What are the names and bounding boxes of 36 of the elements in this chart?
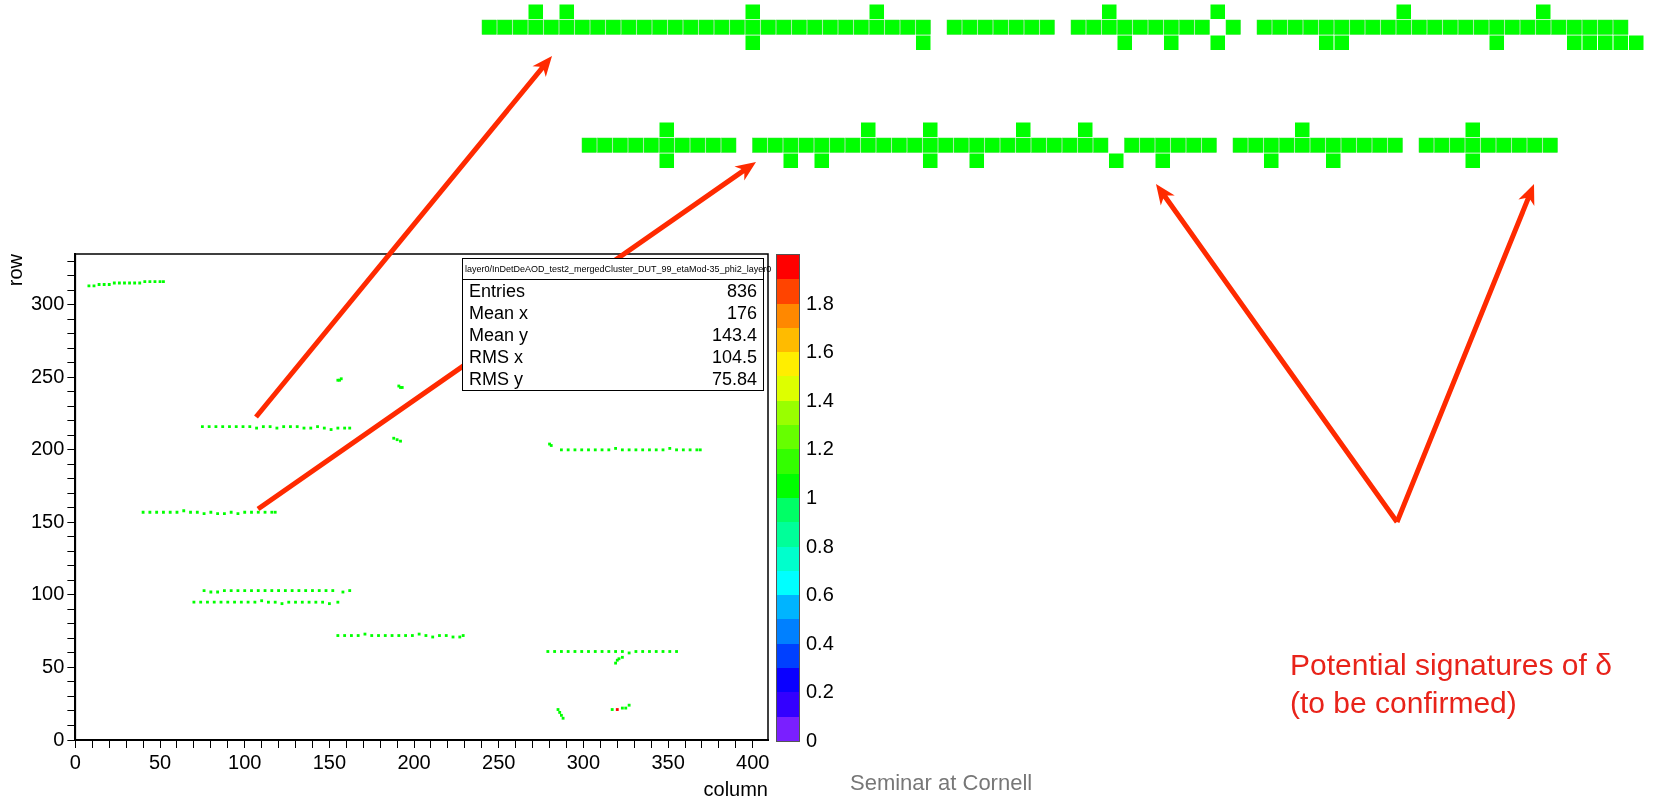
color-bar-label: 1 (806, 486, 818, 508)
color-bar-label: 0.2 (806, 680, 834, 703)
y-tick-label: 100 (30, 582, 65, 605)
text: Mean y 143.4 (469, 325, 757, 345)
text: Mean x 176 (469, 303, 757, 323)
text: Seminar at Cornell (850, 770, 1033, 796)
x-tick-label: 50 (148, 750, 172, 773)
color-bar-label: 0.4 (806, 631, 834, 654)
color-bar-label: 1.6 (806, 340, 834, 363)
x-tick-label: 0 (69, 750, 81, 773)
x-tick-label: 250 (482, 750, 516, 773)
color-bar-label: 1.4 (806, 388, 834, 411)
y-tick-label: 250 (30, 364, 65, 387)
y-tick-label: 200 (30, 437, 65, 460)
y-tick-label: 50 (42, 654, 65, 677)
color-bar-label: 1.2 (806, 437, 834, 460)
y-tick-label: 300 (30, 292, 65, 315)
x-axis-title: column (703, 777, 768, 800)
x-tick-label: 100 (228, 750, 262, 773)
color-bar-label: 0 (806, 729, 818, 751)
x-tick-label: 350 (651, 750, 685, 773)
text: Potential signatures of δ (1290, 648, 1612, 682)
text: (to be confirmed) (1290, 686, 1517, 720)
text: RMS y 75.84 (469, 369, 757, 389)
y-axis-title: row (3, 253, 26, 287)
y-tick-label: 150 (30, 509, 65, 532)
x-tick-label: 200 (397, 750, 431, 773)
y-tick-label: 0 (53, 727, 65, 750)
text: RMS x 104.5 (469, 347, 757, 367)
x-tick-label: 150 (312, 750, 347, 773)
color-bar-label: 0.8 (806, 534, 834, 557)
text: Entries 836 (469, 281, 757, 301)
color-bar-label: 0.6 (806, 583, 834, 606)
x-tick-label: 300 (566, 750, 601, 773)
color-bar-label: 1.8 (806, 291, 834, 314)
x-tick-label: 400 (736, 750, 770, 773)
